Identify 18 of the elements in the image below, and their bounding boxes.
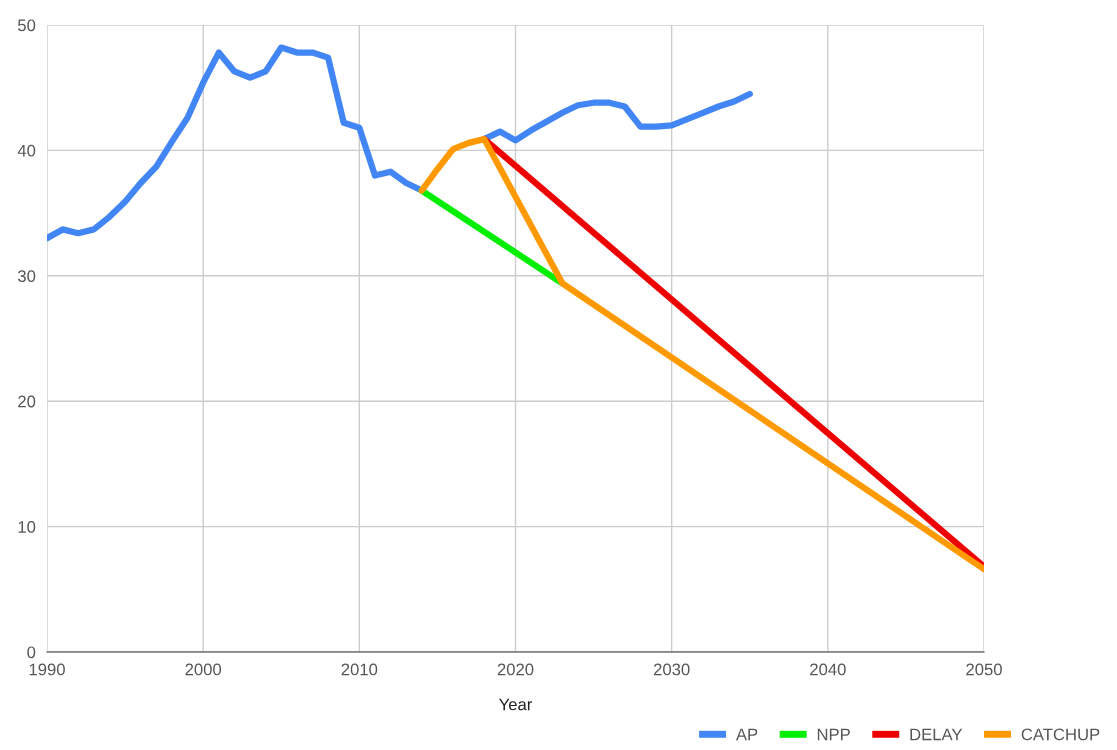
x-tick-label: 2010 (341, 663, 378, 676)
y-tick-label: 10 (18, 521, 36, 533)
x-tick-label: 1990 (29, 663, 65, 676)
x-tick-label: 2020 (497, 663, 534, 676)
x-tick-label: 2050 (966, 663, 1002, 676)
legend-label: CATCHUP (1021, 728, 1100, 741)
y-tick-label: 0 (27, 646, 36, 659)
x-axis-title: Year (499, 698, 533, 711)
legend-label: AP (735, 728, 758, 741)
x-tick-label: 2030 (653, 663, 690, 676)
x-tick-label: 2000 (185, 663, 222, 676)
y-tick-label: 50 (18, 19, 36, 32)
x-tick-label: 2040 (810, 663, 846, 676)
legend-label: NPP (817, 728, 850, 741)
y-tick-label: 20 (18, 395, 36, 408)
legend-label: DELAY (910, 728, 963, 741)
y-tick-label: 40 (17, 144, 36, 157)
y-tick-label: 30 (17, 270, 36, 282)
